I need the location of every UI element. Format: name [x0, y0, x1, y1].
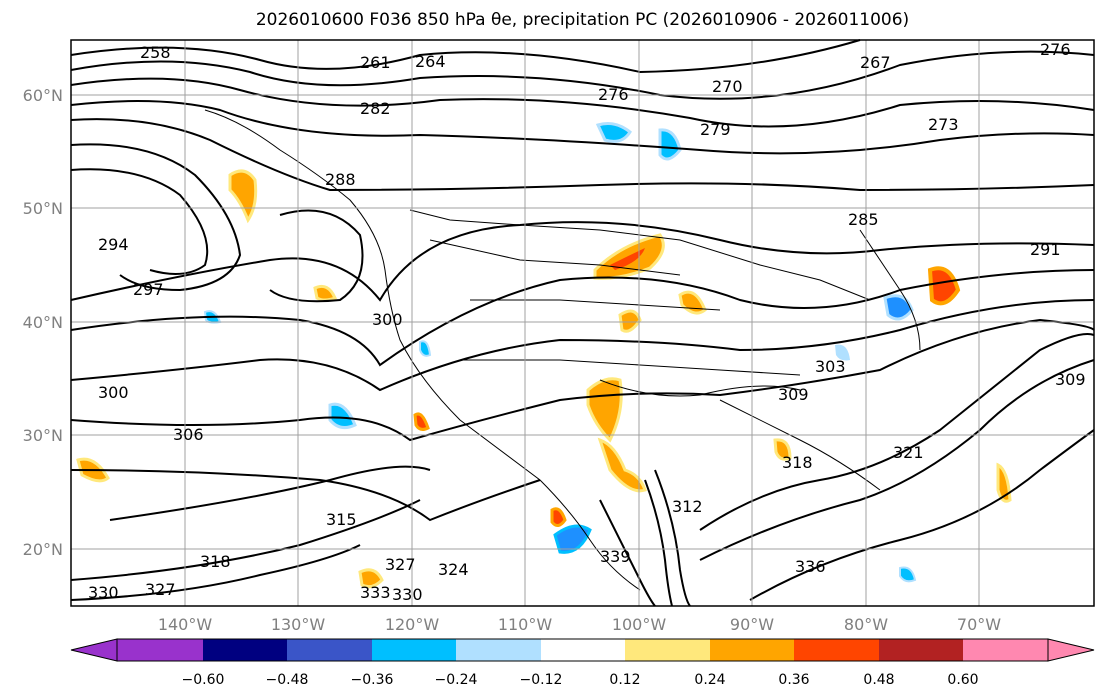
- lat-label: 30°N: [23, 426, 63, 445]
- lon-label: 110°W: [498, 615, 553, 634]
- contour-label: 270: [712, 77, 743, 96]
- contour-label: 324: [438, 560, 469, 579]
- coastlines-borders: [204, 109, 921, 591]
- lat-label: 50°N: [23, 199, 63, 218]
- colorbar: −0.60 −0.48 −0.36 −0.24 −0.12 0.12 0.24 …: [70, 638, 1095, 688]
- contour-label: 267: [860, 53, 891, 72]
- colorbar-tick: 0.12: [609, 672, 640, 688]
- contour-label: 285: [848, 210, 879, 229]
- contour-label: 315: [326, 510, 357, 529]
- colorbar-segment: [372, 639, 456, 661]
- colorbar-tick: 0.48: [863, 672, 894, 688]
- contour-label: 327: [385, 555, 416, 574]
- lon-tick-labels: 140°W 130°W 120°W 110°W 100°W 90°W 80°W …: [158, 615, 1001, 634]
- graticule: [71, 40, 1094, 606]
- contour-label: 264: [415, 52, 446, 71]
- contour-label: 333: [360, 583, 391, 602]
- contour-label: 258: [140, 43, 171, 62]
- contour-label: 312: [672, 497, 703, 516]
- colorbar-segment: [710, 639, 794, 661]
- colorbar-outline: [116, 638, 1049, 662]
- colorbar-segment: [287, 639, 372, 661]
- contour-label: 309: [1055, 370, 1086, 389]
- chart-title: 2026010600 F036 850 hPa θe, precipitatio…: [255, 10, 910, 30]
- lon-label: 140°W: [158, 615, 213, 634]
- lon-label: 130°W: [271, 615, 326, 634]
- contour-label: 339: [600, 547, 631, 566]
- lat-label: 20°N: [23, 540, 63, 559]
- map-frame: [70, 39, 1095, 607]
- colorbar-tick: 0.24: [694, 672, 725, 688]
- contour-label: 282: [360, 99, 391, 118]
- colorbar-segment: [456, 639, 541, 661]
- contour-label: 336: [795, 557, 826, 576]
- contour-label: 318: [200, 552, 231, 571]
- lon-label: 90°W: [730, 615, 774, 634]
- contour-label: 303: [815, 357, 846, 376]
- lon-label: 80°W: [844, 615, 888, 634]
- contour-label: 276: [1040, 40, 1071, 59]
- colorbar-tick: −0.60: [182, 672, 225, 688]
- contour-label: 279: [700, 120, 731, 139]
- map-area: 258 261 264 267 270 273 276 276 279 282 …: [70, 39, 1095, 607]
- contour-label: 300: [372, 310, 403, 329]
- contour-label: 261: [360, 53, 391, 72]
- contour-label: 294: [98, 235, 129, 254]
- colorbar-extend-high: [1047, 638, 1095, 662]
- contour-label: 327: [145, 580, 176, 599]
- colorbar-tick: 0.36: [778, 672, 809, 688]
- lat-tick-labels: 60°N 50°N 40°N 30°N 20°N: [23, 86, 63, 559]
- contour-label: 318: [782, 453, 813, 472]
- colorbar-tick: −0.36: [351, 672, 394, 688]
- contour-label: 297: [133, 280, 164, 299]
- contour-label: 288: [325, 170, 356, 189]
- colorbar-segment: [117, 639, 203, 661]
- lat-label: 60°N: [23, 86, 63, 105]
- colorbar-segment: [963, 639, 1048, 661]
- lon-label: 100°W: [612, 615, 667, 634]
- contour-labels: 258 261 264 267 270 273 276 276 279 282 …: [88, 40, 1086, 604]
- contour-label: 330: [88, 583, 119, 602]
- colorbar-tick: 0.60: [947, 672, 978, 688]
- colorbar-tick: −0.24: [435, 672, 478, 688]
- contour-label: 330: [392, 585, 423, 604]
- contour-label: 276: [598, 85, 629, 104]
- contour-label: 306: [173, 425, 204, 444]
- lon-label: 120°W: [385, 615, 440, 634]
- colorbar-tick: −0.48: [266, 672, 309, 688]
- colorbar-segment: [203, 639, 287, 661]
- colorbar-segment: [625, 639, 710, 661]
- contour-label: 300: [98, 383, 129, 402]
- lon-label: 70°W: [957, 615, 1001, 634]
- lat-label: 40°N: [23, 313, 63, 332]
- colorbar-extend-low: [70, 638, 118, 662]
- contour-label: 321: [893, 443, 924, 462]
- precip-negative-shading: [203, 122, 917, 583]
- colorbar-segment: [541, 639, 625, 661]
- colorbar-segment: [879, 639, 963, 661]
- colorbar-segment: [794, 639, 879, 661]
- colorbar-tick: −0.12: [520, 672, 563, 688]
- contour-label: 309: [778, 385, 809, 404]
- contour-label: 273: [928, 115, 959, 134]
- contour-label: 291: [1030, 240, 1061, 259]
